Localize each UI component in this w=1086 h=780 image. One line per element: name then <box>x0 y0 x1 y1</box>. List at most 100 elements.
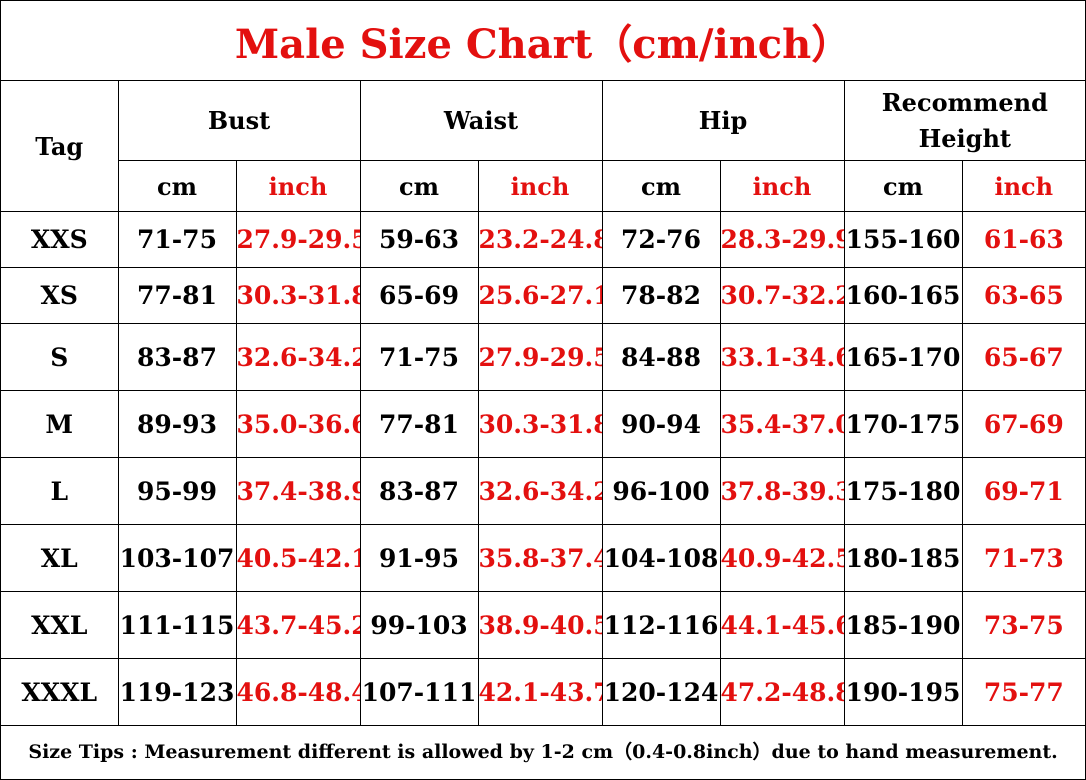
bust-inch-cell: 46.8-48.4 <box>235 658 361 726</box>
height-cm-cell: 190-195 <box>843 658 963 726</box>
table-row: XXS 71-75 27.9-29.5 59-63 23.2-24.8 72-76 28.3… <box>1 211 1086 268</box>
hip-cm-cell: 104-108 <box>601 524 721 592</box>
table-row: XS 77-81 30.3-31.8 65-69 25.6-27.1 78-82 30.7-… <box>1 267 1086 324</box>
header-waist: Waist <box>359 80 603 161</box>
height-cm-cell: 180-185 <box>843 524 963 592</box>
bust-cm-cell: 111-115 <box>117 591 237 659</box>
waist-inch-cell: 32.6-34.2 <box>477 457 603 525</box>
height-inch-cell: 65-67 <box>961 323 1086 391</box>
bust-inch-cell: 27.9-29.5 <box>235 211 361 268</box>
waist-inch-cell: 25.6-27.1 <box>477 267 603 324</box>
bust-inch-cell: 35.0-36.6 <box>235 390 361 458</box>
hip-inch-cell: 35.4-37.0 <box>719 390 845 458</box>
title-row: Male Size Chart（cm/inch） <box>1 1 1086 81</box>
waist-cm-cell: 107-111 <box>359 658 479 726</box>
size-tag-cell: M <box>1 390 119 458</box>
hip-inch-cell: 28.3-29.9 <box>719 211 845 268</box>
unit-hip-cm: cm <box>601 160 721 212</box>
size-tag-cell: S <box>1 323 119 391</box>
waist-cm-cell: 77-81 <box>359 390 479 458</box>
waist-inch-cell: 27.9-29.5 <box>477 323 603 391</box>
waist-cm-cell: 65-69 <box>359 267 479 324</box>
bust-cm-cell: 77-81 <box>117 267 237 324</box>
height-cm-cell: 185-190 <box>843 591 963 659</box>
waist-cm-cell: 91-95 <box>359 524 479 592</box>
bust-inch-cell: 40.5-42.1 <box>235 524 361 592</box>
size-tag-cell: L <box>1 457 119 525</box>
bust-inch-cell: 30.3-31.8 <box>235 267 361 324</box>
tips-row: Size Tips : Measurement different is all… <box>1 725 1086 774</box>
size-tag-cell: XXL <box>1 591 119 659</box>
height-cm-cell: 155-160 <box>843 211 963 268</box>
header-bust: Bust <box>117 80 361 161</box>
unit-row: cm inch cm inch cm inch cm inch <box>1 160 1086 212</box>
height-cm-cell: 170-175 <box>843 390 963 458</box>
table-row: XL 103-107 40.5-42.1 91-95 35.8-37.4 104-108 4… <box>1 524 1086 592</box>
hip-inch-cell: 30.7-32.2 <box>719 267 845 324</box>
bust-inch-cell: 32.6-34.2 <box>235 323 361 391</box>
hip-inch-cell: 44.1-45.6 <box>719 591 845 659</box>
bust-inch-cell: 37.4-38.9 <box>235 457 361 525</box>
waist-cm-cell: 99-103 <box>359 591 479 659</box>
bust-cm-cell: 95-99 <box>117 457 237 525</box>
hip-cm-cell: 112-116 <box>601 591 721 659</box>
size-tag-cell: XS <box>1 267 119 324</box>
bust-inch-cell: 43.7-45.2 <box>235 591 361 659</box>
hip-cm-cell: 84-88 <box>601 323 721 391</box>
hip-cm-cell: 90-94 <box>601 390 721 458</box>
header-hip: Hip <box>601 80 845 161</box>
table-row: M 89-93 35.0-36.6 77-81 30.3-31.8 90-94 35.4-3… <box>1 390 1086 458</box>
hip-cm-cell: 120-124 <box>601 658 721 726</box>
bust-cm-cell: 83-87 <box>117 323 237 391</box>
hip-cm-cell: 96-100 <box>601 457 721 525</box>
hip-inch-cell: 40.9-42.5 <box>719 524 845 592</box>
unit-waist-cm: cm <box>359 160 479 212</box>
height-inch-cell: 71-73 <box>961 524 1086 592</box>
bust-cm-cell: 119-123 <box>117 658 237 726</box>
waist-cm-cell: 59-63 <box>359 211 479 268</box>
bust-cm-cell: 103-107 <box>117 524 237 592</box>
bust-cm-cell: 71-75 <box>117 211 237 268</box>
height-inch-cell: 75-77 <box>961 658 1086 726</box>
unit-height-cm: cm <box>843 160 963 212</box>
table-row: L 95-99 37.4-38.9 83-87 32.6-34.2 96-100 37.8-… <box>1 457 1086 525</box>
hip-cm-cell: 72-76 <box>601 211 721 268</box>
size-tag-cell: XL <box>1 524 119 592</box>
header-row: Tag Bust Waist Hip Recommend Height <box>1 80 1086 212</box>
header-recommend-height: Recommend Height <box>843 80 1086 161</box>
waist-inch-cell: 42.1-43.7 <box>477 658 603 726</box>
height-cm-cell: 175-180 <box>843 457 963 525</box>
chart-title: Male Size Chart（cm/inch） <box>1 1 1086 81</box>
hip-inch-cell: 33.1-34.6 <box>719 323 845 391</box>
unit-hip-inch: inch <box>719 160 845 212</box>
table-row: XXL 111-115 43.7-45.2 99-103 38.9-40.5 112-11… <box>1 591 1086 659</box>
size-tag-cell: XXS <box>1 211 119 268</box>
height-inch-cell: 73-75 <box>961 591 1086 659</box>
size-tag-cell: XXXL <box>1 658 119 726</box>
height-inch-cell: 69-71 <box>961 457 1086 525</box>
waist-cm-cell: 83-87 <box>359 457 479 525</box>
table-row: XXXL 119-123 46.8-48.4 107-111 42.1-43.7 120-… <box>1 658 1086 726</box>
unit-bust-inch: inch <box>235 160 361 212</box>
height-inch-cell: 67-69 <box>961 390 1086 458</box>
waist-inch-cell: 23.2-24.8 <box>477 211 603 268</box>
height-inch-cell: 61-63 <box>961 211 1086 268</box>
waist-inch-cell: 30.3-31.8 <box>477 390 603 458</box>
height-cm-cell: 160-165 <box>843 267 963 324</box>
waist-inch-cell: 38.9-40.5 <box>477 591 603 659</box>
hip-cm-cell: 78-82 <box>601 267 721 324</box>
table-row: S 83-87 32.6-34.2 71-75 27.9-29.5 84-88 33.1-3… <box>1 323 1086 391</box>
bust-cm-cell: 89-93 <box>117 390 237 458</box>
waist-cm-cell: 71-75 <box>359 323 479 391</box>
height-cm-cell: 165-170 <box>843 323 963 391</box>
unit-height-inch: inch <box>961 160 1086 212</box>
waist-inch-cell: 35.8-37.4 <box>477 524 603 592</box>
height-inch-cell: 63-65 <box>961 267 1086 324</box>
header-tag: Tag <box>1 80 119 212</box>
hip-inch-cell: 47.2-48.8 <box>719 658 845 726</box>
unit-waist-inch: inch <box>477 160 603 212</box>
size-tips: Size Tips : Measurement different is all… <box>1 725 1086 774</box>
unit-bust-cm: cm <box>117 160 237 212</box>
